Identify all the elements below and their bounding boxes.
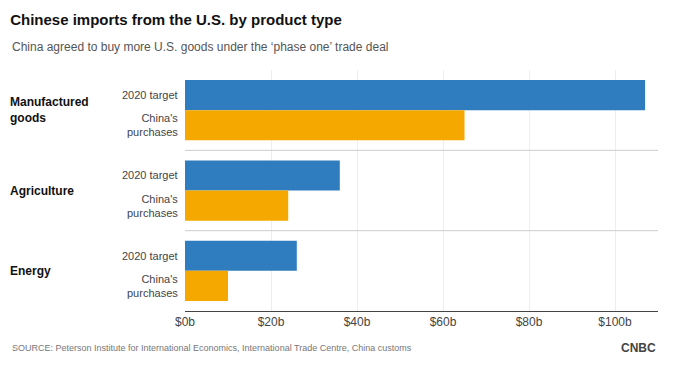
svg-text:Agriculture: Agriculture [10,184,74,198]
svg-text:SOURCE: Peterson Institute for: SOURCE: Peterson Institute for Internati… [12,343,412,353]
svg-text:China'spurchases: China'spurchases [127,193,178,219]
svg-text:$40b: $40b [344,315,371,329]
svg-text:China'spurchases: China'spurchases [127,112,178,138]
svg-text:2020 target: 2020 target [122,169,178,181]
svg-text:CNBC: CNBC [621,341,656,355]
svg-text:$60b: $60b [430,315,457,329]
svg-text:China'spurchases: China'spurchases [127,273,178,299]
svg-text:Manufacturedgoods: Manufacturedgoods [10,95,89,125]
svg-text:$0b: $0b [175,315,195,329]
svg-text:$100b: $100b [598,315,632,329]
svg-text:$20b: $20b [258,315,285,329]
svg-text:Chinese imports from the U.S.: Chinese imports from the U.S. by product… [10,11,342,28]
svg-text:2020 target: 2020 target [122,89,178,101]
svg-text:2020 target: 2020 target [122,250,178,262]
svg-text:China agreed to buy more U.S.: China agreed to buy more U.S. goods unde… [12,40,388,54]
svg-text:Energy: Energy [10,264,51,278]
svg-text:$80b: $80b [516,315,543,329]
